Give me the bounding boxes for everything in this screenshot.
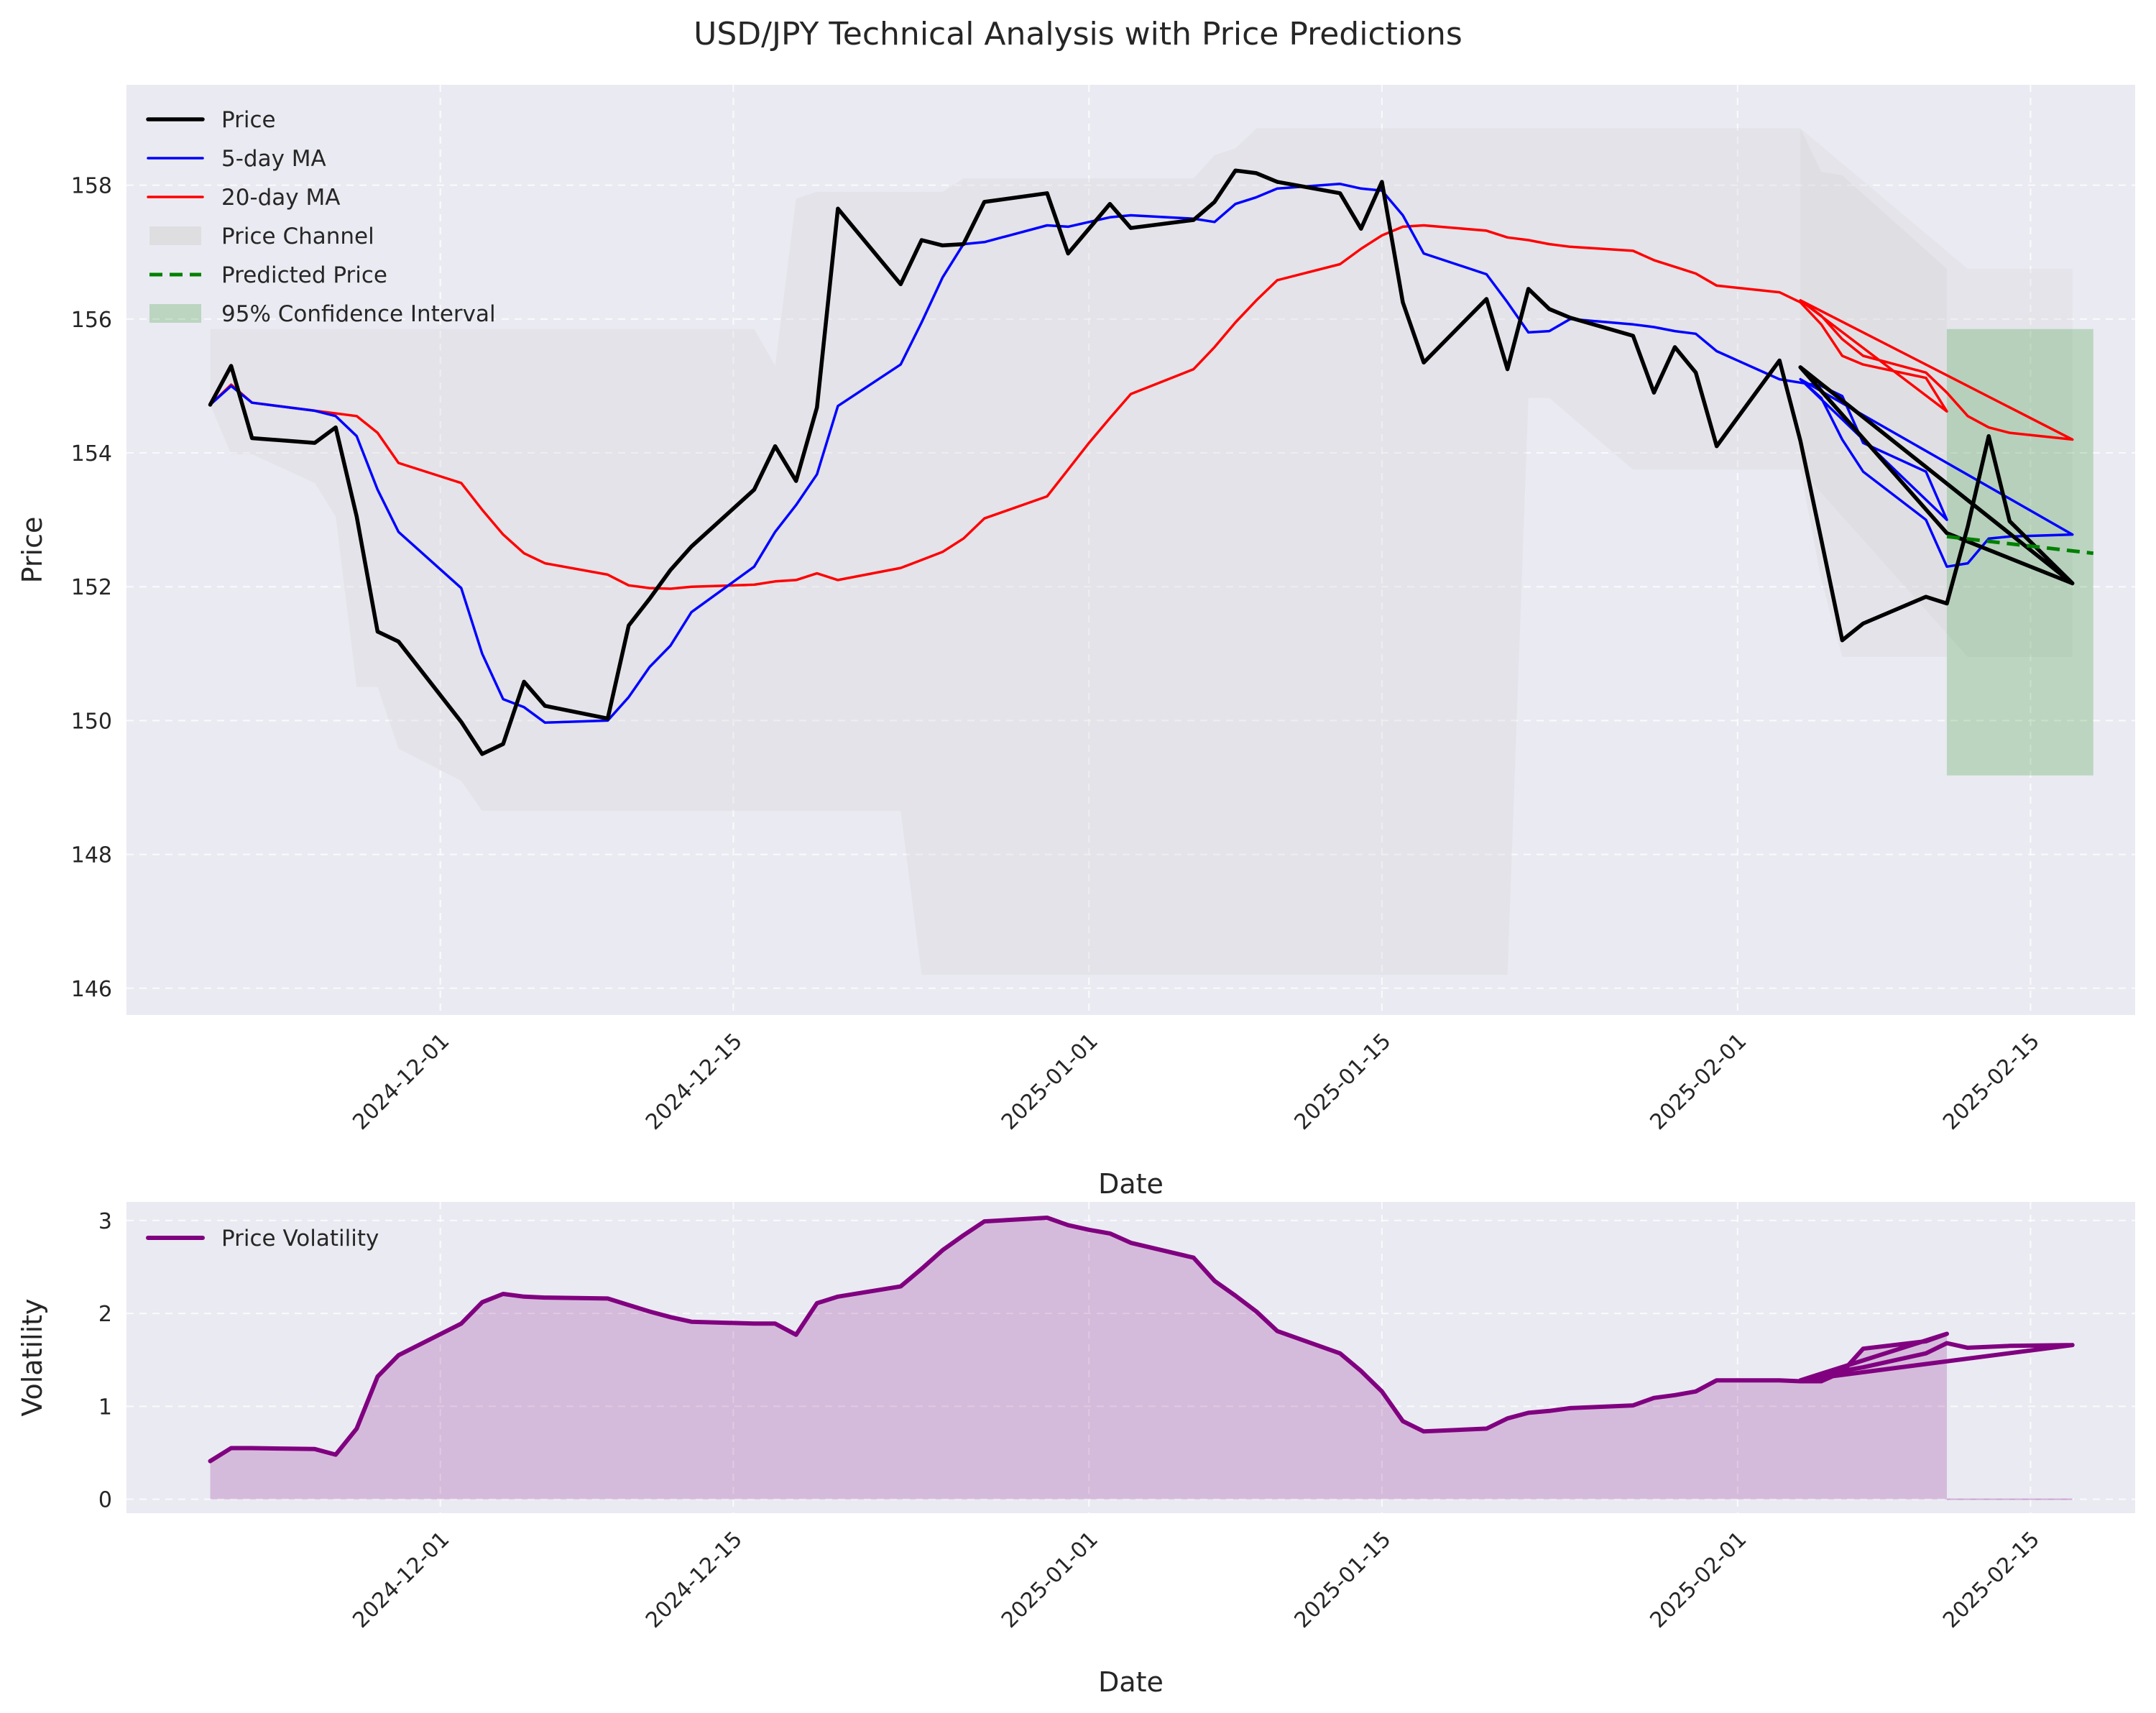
price-x-axis-label: Date — [1098, 1168, 1164, 1200]
volatility-gridlines — [126, 1202, 2135, 1513]
volatility-y-tick-labels: 0 1 2 3 — [98, 1209, 112, 1513]
legend-ci-swatch — [149, 304, 201, 323]
y-tick-label: 150 — [71, 709, 112, 734]
price-x-tick-labels: 2024-12-01 2024-12-15 2025-01-01 2025-01-15… — [348, 1029, 2045, 1135]
x-tick-label: 2024-12-15 — [641, 1029, 747, 1135]
volatility-x-tick-labels: 2024-12-01 2024-12-15 2025-01-01 2025-01-15… — [348, 1527, 2045, 1633]
legend-label: 5-day MA — [221, 146, 326, 172]
volatility-line — [208, 1216, 2075, 1464]
volatility-legend: Price Volatility — [146, 1226, 379, 1252]
x-tick-label: 2025-02-15 — [1938, 1029, 2045, 1135]
price-line — [208, 168, 2075, 756]
y-tick-label: 0 — [98, 1488, 112, 1513]
legend-channel-swatch — [149, 226, 201, 245]
price-y-axis-label: Price — [17, 517, 48, 584]
price-y-tick-labels: 146 148 150 152 154 156 158 — [71, 174, 112, 1002]
price-plot-area — [126, 85, 2135, 1015]
price-gridlines — [126, 85, 2135, 1015]
y-tick-label: 152 — [71, 575, 112, 600]
y-tick-label: 156 — [71, 308, 112, 333]
y-tick-label: 2 — [98, 1302, 112, 1327]
volatility-fill-area — [210, 1218, 2073, 1500]
legend-label: 20-day MA — [221, 185, 340, 211]
y-tick-label: 154 — [71, 441, 112, 467]
legend-item: Price Channel — [149, 224, 374, 249]
legend-item: Predicted Price — [149, 262, 387, 288]
y-tick-label: 148 — [71, 843, 112, 868]
legend-label: Price — [221, 107, 276, 133]
x-tick-label: 2025-02-01 — [1645, 1029, 1751, 1135]
ma5-line — [208, 183, 2074, 724]
x-tick-label: 2024-12-01 — [348, 1029, 454, 1135]
x-tick-label: 2025-02-01 — [1645, 1527, 1751, 1633]
y-tick-label: 1 — [98, 1395, 112, 1420]
volatility-series-line — [208, 1216, 2075, 1464]
legend-label: 95% Confidence Interval — [221, 301, 496, 327]
legend-label: Price Volatility — [221, 1226, 379, 1252]
x-tick-label: 2024-12-01 — [348, 1527, 454, 1633]
legend-item: 5-day MA — [147, 146, 326, 172]
y-tick-label: 158 — [71, 174, 112, 199]
volatility-axes: 0 1 2 3 2024-12-01 2024-12-15 2025-01-01 2025-… — [17, 1202, 2135, 1698]
x-tick-label: 2025-02-15 — [1938, 1527, 2045, 1633]
volatility-fill — [210, 1218, 1947, 1500]
predicted-price-line — [1946, 534, 2094, 556]
legend-item: Price Volatility — [146, 1226, 379, 1252]
ma20-line — [208, 224, 2074, 590]
legend-label: Predicted Price — [221, 262, 387, 288]
volatility-x-axis-label: Date — [1098, 1666, 1164, 1698]
y-tick-label: 146 — [71, 977, 112, 1002]
volatility-plot-area — [126, 1202, 2135, 1513]
legend-item: 20-day MA — [147, 185, 340, 211]
legend-item: 95% Confidence Interval — [149, 301, 496, 327]
legend-label: Price Channel — [221, 224, 374, 249]
y-tick-label: 3 — [98, 1209, 112, 1234]
x-tick-label: 2025-01-01 — [997, 1029, 1103, 1135]
x-tick-label: 2025-01-15 — [1289, 1029, 1396, 1135]
x-tick-label: 2025-01-01 — [997, 1527, 1103, 1633]
price-series-lines — [208, 168, 2094, 756]
volatility-y-axis-label: Volatility — [17, 1298, 48, 1416]
legend-item: Price — [146, 107, 276, 133]
x-tick-label: 2024-12-15 — [641, 1527, 747, 1633]
x-tick-label: 2025-01-15 — [1289, 1527, 1396, 1633]
price-channel-fill — [210, 128, 1947, 975]
price-legend: Price 5-day MA 20-day MA Price Channel Predi… — [146, 107, 496, 327]
chart-title: USD/JPY Technical Analysis with Price Pr… — [694, 16, 1462, 52]
